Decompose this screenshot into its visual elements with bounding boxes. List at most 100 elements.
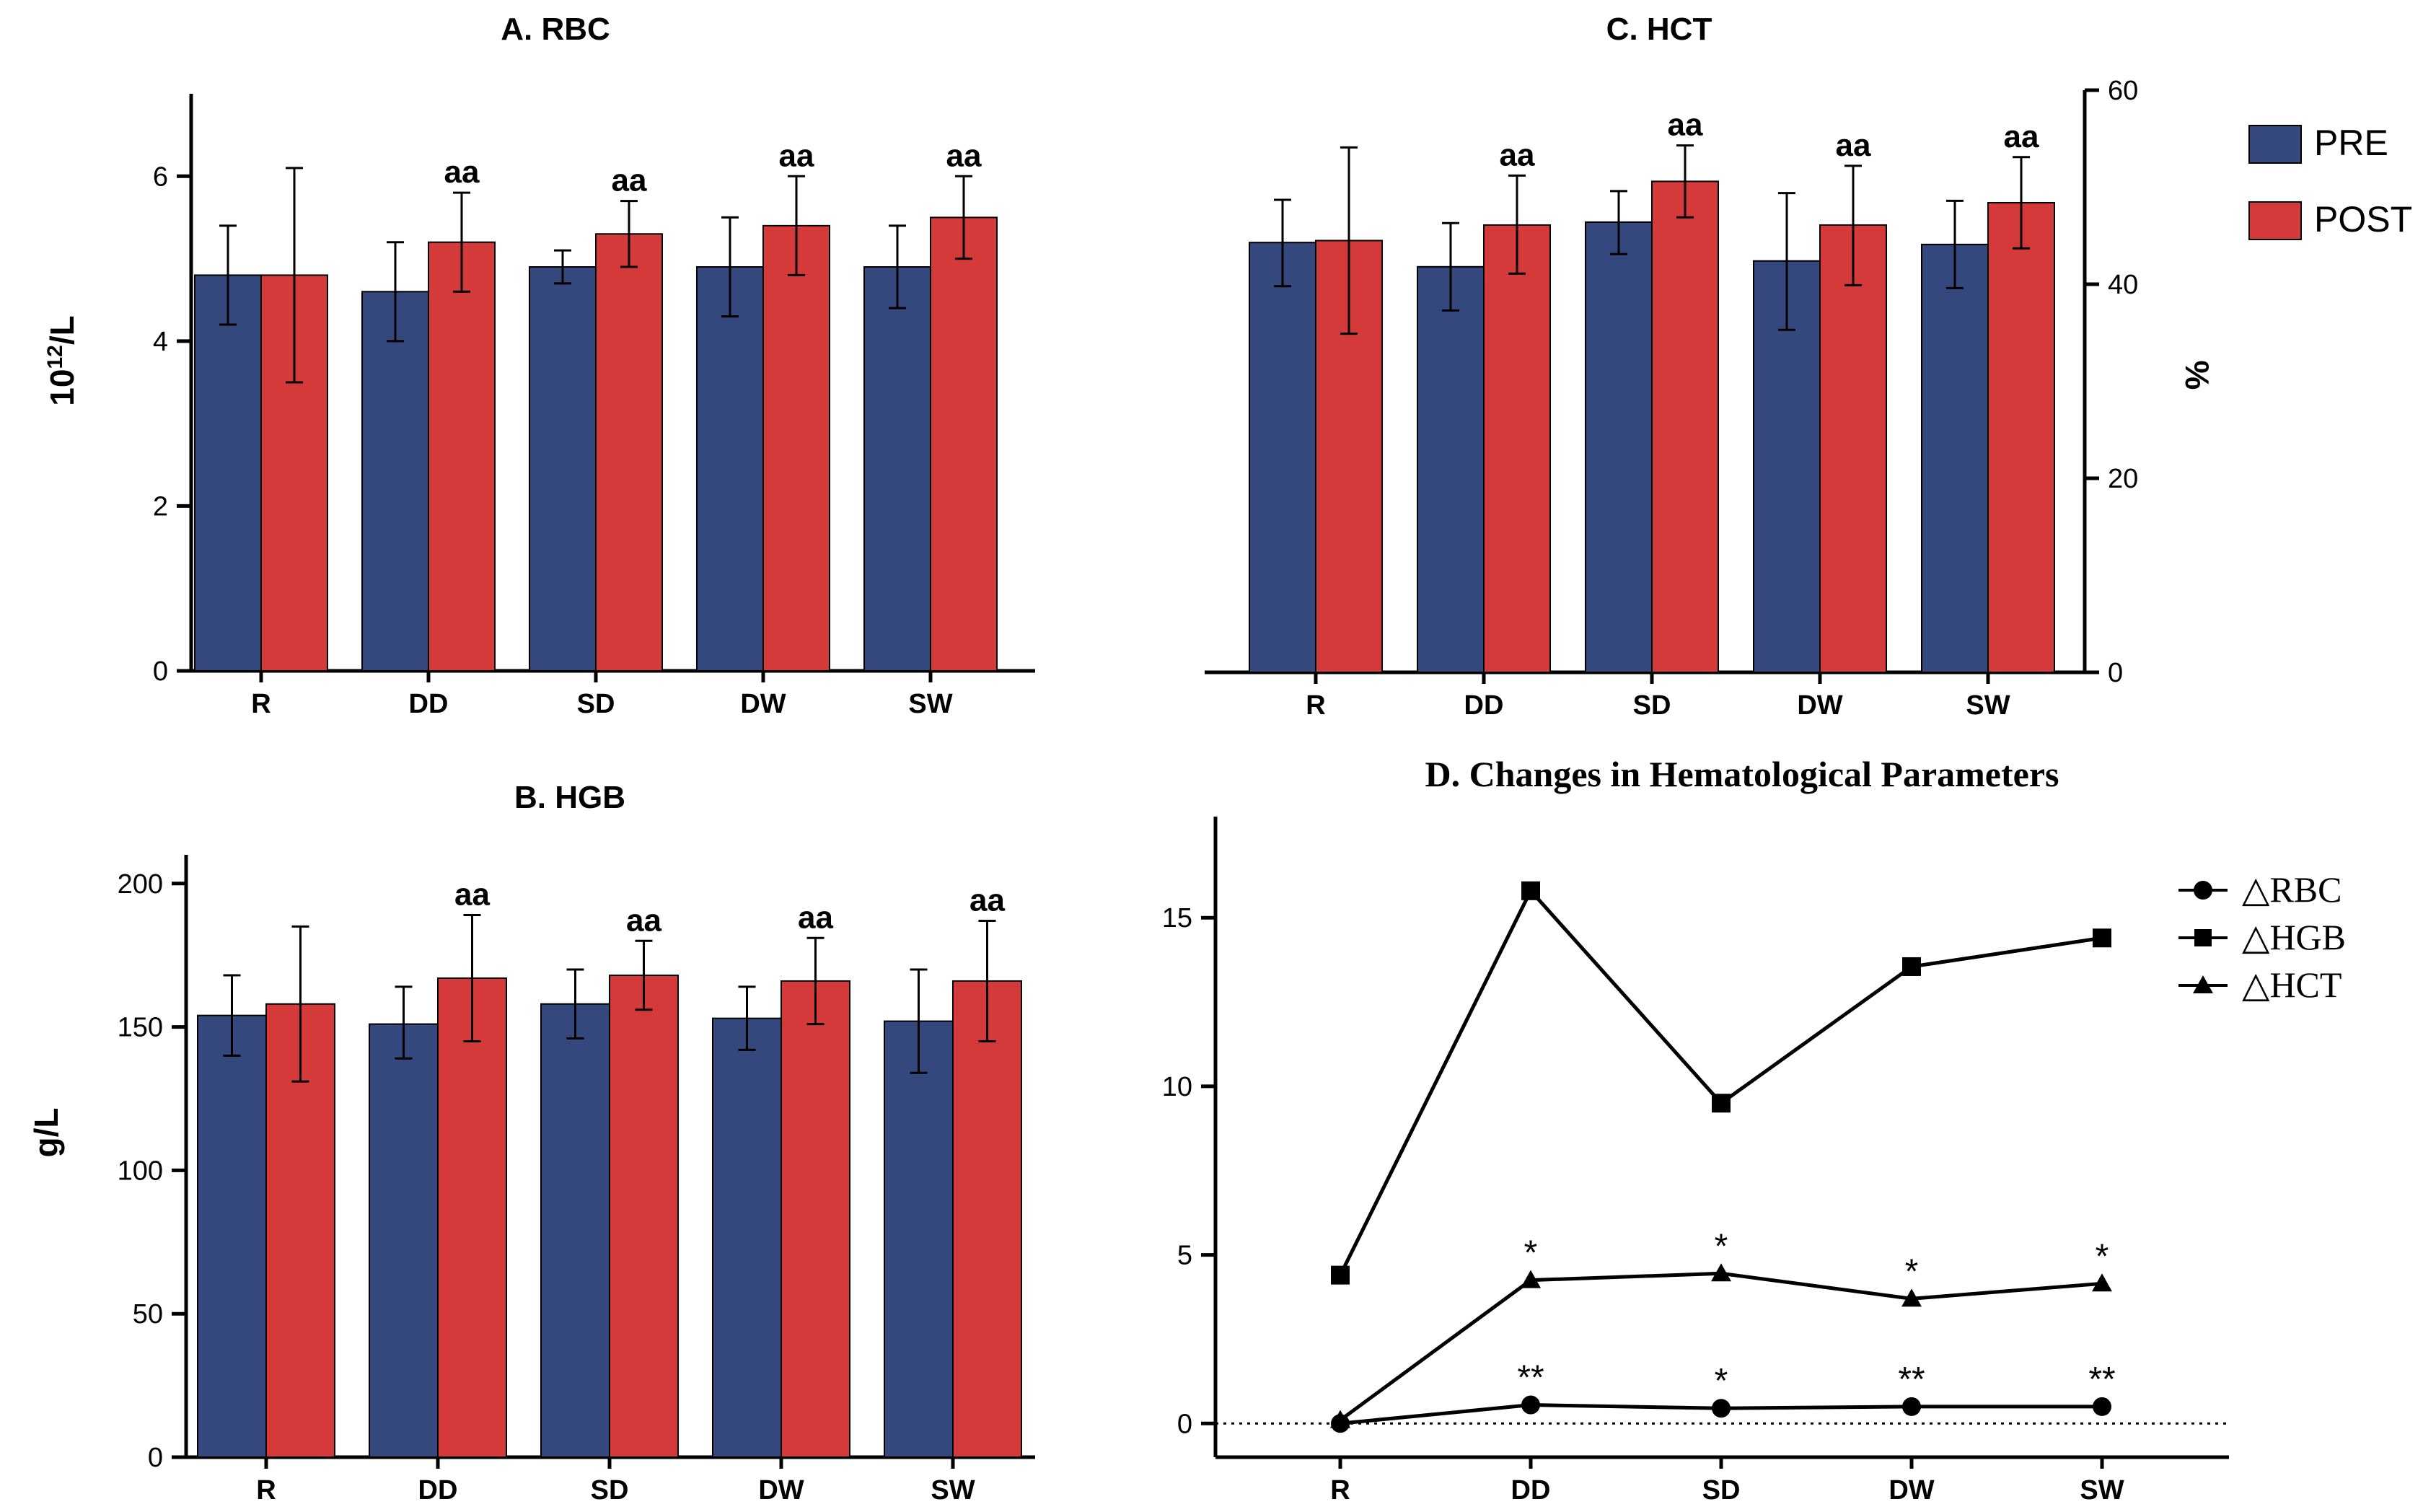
panel-c-ylabel: % [2178,361,2216,390]
y-tick-label: 20 [2108,464,2138,494]
significance-label: aa [946,138,982,173]
significance-label: aa [2004,119,2039,154]
data-point [1331,1265,1350,1285]
significance-label: * [1715,1227,1728,1265]
x-tick-label: SD [577,689,615,719]
pre-bar [361,291,429,672]
y-tick-label: 200 [118,869,163,900]
significance-label: ** [1517,1359,1544,1397]
panel-c-plot: 0 20 40 60 R DD aa SD aa DW aa SW aa [1205,76,2138,721]
legend-rbc-marker [2194,881,2212,900]
pre-bar [194,274,262,672]
x-tick-label: DW [758,1475,804,1506]
legend-post-label: POST [2314,199,2412,239]
pre-bar [1417,265,1485,674]
data-point [1902,957,1921,976]
significance-label: aa [626,902,661,938]
significance-label: aa [969,882,1005,918]
y-tick-label: 40 [2108,270,2138,300]
data-point [2093,1397,2111,1416]
legend-d: △RBC △HGB △HCT [2178,869,2346,1005]
pre-bar [529,266,597,672]
y-tick-label: 5 [1177,1241,1192,1271]
data-point [1712,1399,1731,1418]
data-point [1901,1288,1922,1307]
data-point [1521,1270,1541,1288]
x-tick-label: DD [1464,690,1504,721]
post-bar [437,977,507,1458]
significance-label: ** [2088,1361,2115,1399]
post-bar [1987,202,2055,673]
pre-bar [197,1014,267,1458]
y-tick-label: 0 [148,1443,163,1473]
post-bar [1483,224,1551,673]
x-tick-label: DW [1888,1475,1934,1506]
pre-bar [696,266,764,672]
x-tick-label: SW [1966,690,2010,721]
significance-label: * [1715,1362,1728,1400]
x-tick-label: DW [1797,690,1842,721]
y-tick-label: 50 [133,1299,163,1329]
legend-post-swatch [2248,201,2302,240]
significance-label: * [2096,1237,2109,1275]
pre-bar [1585,221,1653,674]
panel-a-plot: 0 2 4 6 R DD aa SD aa DW aa SW aa [153,94,1035,719]
pre-bar [1921,243,1989,674]
y-tick-label: 150 [118,1013,163,1043]
post-bar [1651,180,1719,673]
data-point [1330,1410,1350,1428]
y-tick-label: 0 [153,656,168,687]
panel-a-ylabel: 1012/L [43,315,81,405]
x-tick-label: SD [1702,1475,1741,1506]
x-tick-label: R [1306,690,1325,721]
post-bar [595,233,663,672]
significance-label: aa [1668,107,1703,143]
legend-pre-swatch [2248,125,2302,164]
panel-b-title: B. HGB [514,780,625,815]
pre-bar [712,1017,782,1458]
significance-label: aa [1500,137,1535,172]
significance-label: aa [798,900,833,935]
x-tick-label: R [1330,1475,1350,1506]
pre-bar [540,1003,610,1459]
panel-a-title: A. RBC [501,12,610,47]
x-tick-label: DW [740,689,786,719]
legend-rbc-label: △RBC [2242,869,2342,910]
x-tick-label: R [251,689,271,719]
series-line [1338,887,2103,1276]
ylabel-base: 10 [43,369,81,406]
x-tick-label: DD [418,1475,458,1506]
post-bar [428,241,496,672]
data-point [1521,881,1540,900]
significance-label: ** [1898,1361,1925,1399]
post-bar [609,975,679,1458]
y-tick-label: 15 [1162,903,1192,933]
legend-hgb-label: △HGB [2242,917,2346,957]
y-tick-label: 0 [1177,1409,1192,1439]
panel-c-title: C. HCT [1606,12,1712,47]
pre-bar [369,1023,439,1458]
post-bar [930,216,998,672]
pre-bar [863,266,931,672]
data-point [1712,1094,1731,1113]
y-tick-label: 100 [118,1156,163,1186]
legend-hgb-marker [2194,929,2212,946]
x-tick-label: SD [1633,690,1671,721]
data-point [1711,1263,1731,1282]
y-tick-label: 4 [153,327,168,357]
post-bar [762,224,830,672]
significance-label: aa [612,163,647,198]
significance-label: aa [454,877,490,913]
legend-hct-marker [2193,975,2213,993]
data-point [2092,1273,2112,1292]
ylabel-sup: 12 [43,345,67,369]
significance-label: * [1524,1234,1538,1273]
x-tick-label: SW [931,1475,975,1506]
post-bar [781,980,850,1458]
legend-hct-label: △HCT [2242,964,2342,1005]
data-point [1902,1397,1921,1416]
significance-label: aa [779,138,814,173]
y-tick-label: 2 [153,491,168,522]
y-tick-label: 60 [2108,76,2138,106]
